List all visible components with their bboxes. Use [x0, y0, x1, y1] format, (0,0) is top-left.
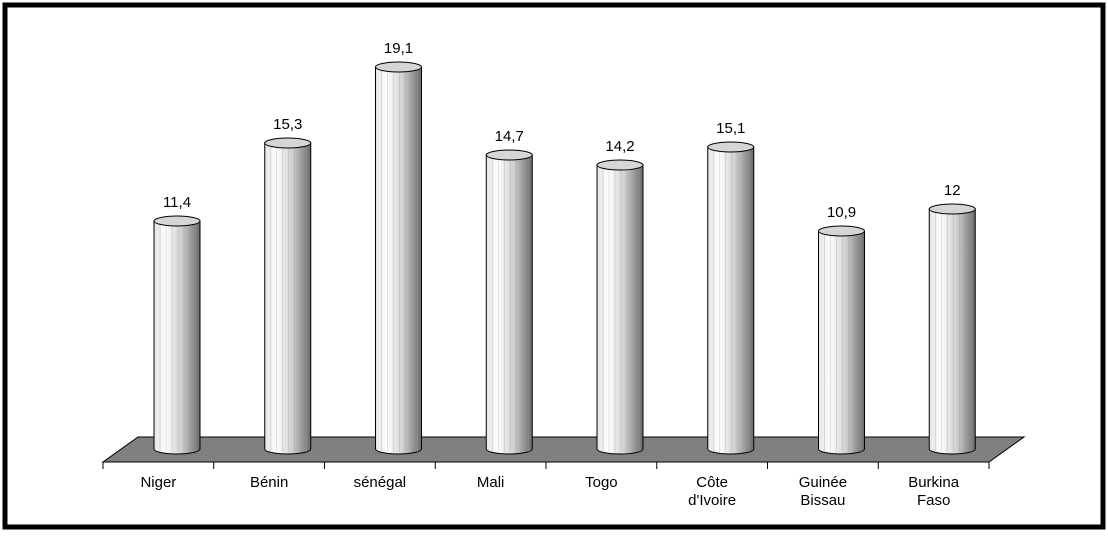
bar-top — [928, 203, 976, 215]
bar-top — [485, 149, 533, 161]
category-label-line: sénégal — [354, 474, 407, 491]
bar-benin — [264, 137, 312, 455]
outer-border — [2, 2, 1106, 530]
bar-body — [485, 154, 533, 455]
category-label-niger: Niger — [140, 474, 176, 491]
bar-guinee-bissau — [818, 225, 865, 455]
value-labels: 11,4 15,3 19,1 14,7 14,2 15,1 10,9 12 — [163, 40, 961, 221]
category-label-line: Bénin — [250, 474, 288, 491]
value-label-cote-d-ivoire: 15,1 — [716, 120, 745, 137]
value-label-burkina-faso: 12 — [944, 182, 961, 199]
bar-senegal — [375, 61, 422, 455]
bar-top — [375, 61, 422, 73]
bar-top — [153, 215, 201, 227]
value-label-benin: 15,3 — [273, 116, 302, 133]
value-label-mali: 14,7 — [495, 128, 524, 145]
bar-togo — [596, 159, 644, 455]
category-label-burkina-faso: Burkina Faso — [908, 474, 960, 509]
chart-floor — [101, 436, 1026, 463]
bar-cote-d-ivoire — [707, 141, 755, 455]
category-label-line: Burkina — [908, 474, 960, 491]
category-label-line: Togo — [585, 474, 618, 491]
category-label-mali: Mali — [477, 474, 505, 491]
bar-body — [707, 146, 755, 455]
category-axis — [102, 461, 990, 469]
bar-mali — [485, 149, 533, 455]
bar-top — [707, 141, 755, 153]
category-label-line: Faso — [917, 492, 950, 509]
bar-body — [264, 142, 312, 455]
bar-top — [264, 137, 312, 149]
bar-top — [818, 225, 865, 237]
category-label-line: Mali — [477, 474, 505, 491]
category-label-line: Guinée — [799, 474, 847, 491]
value-label-togo: 14,2 — [605, 138, 634, 155]
bar-body — [928, 208, 976, 455]
bar-niger — [153, 215, 201, 455]
category-label-cote-d-ivoire: Côte d'Ivoire — [688, 474, 736, 509]
bar-body — [818, 230, 865, 455]
category-label-line: d'Ivoire — [688, 492, 736, 509]
category-labels: Niger Bénin sénégal Mali Togo Côte d'Ivoire Gui… — [140, 474, 959, 509]
category-label-togo: Togo — [585, 474, 618, 491]
category-label-senegal: sénégal — [354, 474, 407, 491]
bar-body — [596, 164, 644, 455]
bar-body — [375, 66, 422, 455]
bar-top — [596, 159, 644, 171]
bar-body — [153, 220, 201, 455]
category-label-benin: Bénin — [250, 474, 288, 491]
bars — [153, 61, 976, 455]
value-label-senegal: 19,1 — [384, 40, 413, 57]
category-label-guinee-bissau: Guinée Bissau — [799, 474, 847, 509]
value-label-niger: 11,4 — [163, 194, 191, 211]
category-label-line: Bissau — [800, 492, 845, 509]
category-label-line: Niger — [140, 474, 176, 491]
bar-burkina-faso — [928, 203, 976, 455]
value-label-guinee-bissau: 10,9 — [827, 204, 856, 221]
category-label-line: Côte — [696, 474, 728, 491]
